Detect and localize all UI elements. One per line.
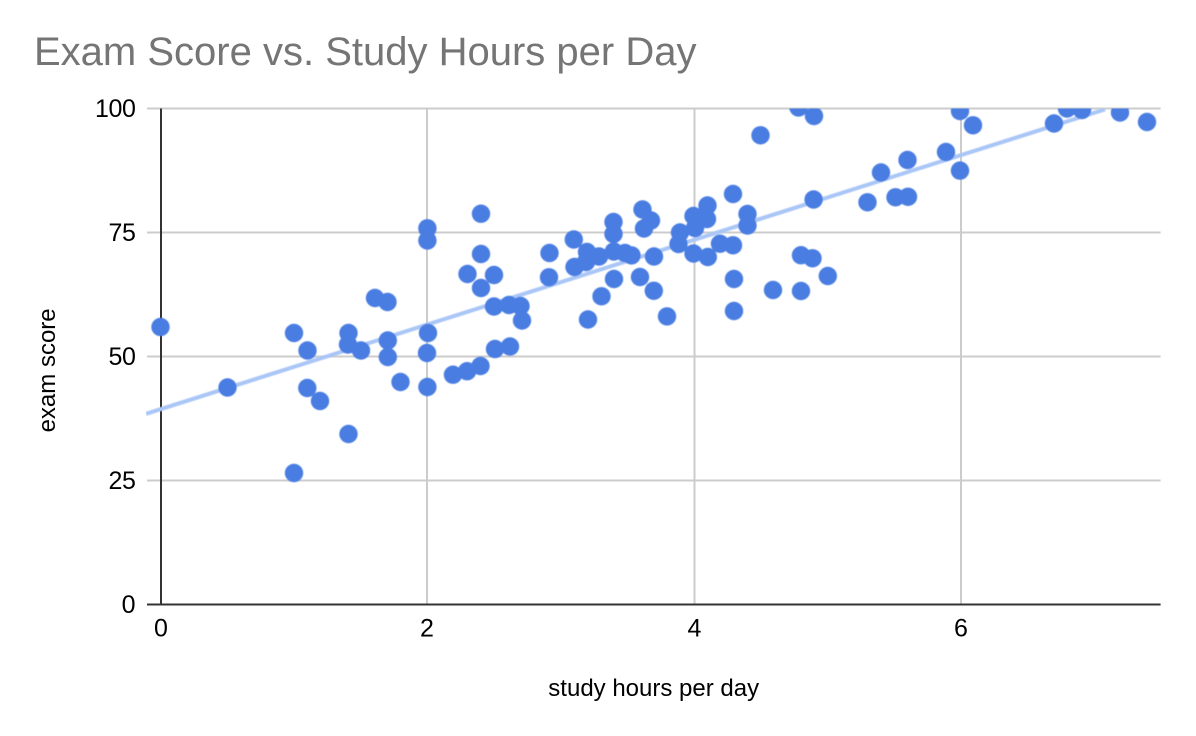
svg-text:Exam Score vs. Study Hours per: Exam Score vs. Study Hours per Day <box>34 30 696 74</box>
svg-text:25: 25 <box>108 467 135 495</box>
svg-text:100: 100 <box>95 95 136 123</box>
svg-text:0: 0 <box>122 591 136 619</box>
svg-text:4: 4 <box>688 615 702 643</box>
svg-text:6: 6 <box>954 615 968 643</box>
svg-text:2: 2 <box>420 615 434 643</box>
svg-text:50: 50 <box>108 343 135 371</box>
svg-text:75: 75 <box>108 219 135 247</box>
svg-text:study hours per day: study hours per day <box>548 675 759 702</box>
svg-text:0: 0 <box>154 615 168 643</box>
svg-text:exam score: exam score <box>34 308 61 432</box>
